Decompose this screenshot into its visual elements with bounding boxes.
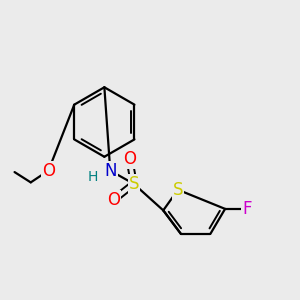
Text: S: S [173,181,183,199]
Text: F: F [242,200,252,218]
Text: N: N [104,162,116,180]
Text: O: O [107,191,120,209]
Text: O: O [42,162,55,180]
Text: O: O [123,150,136,168]
Text: H: H [87,170,98,184]
Text: S: S [129,175,139,193]
